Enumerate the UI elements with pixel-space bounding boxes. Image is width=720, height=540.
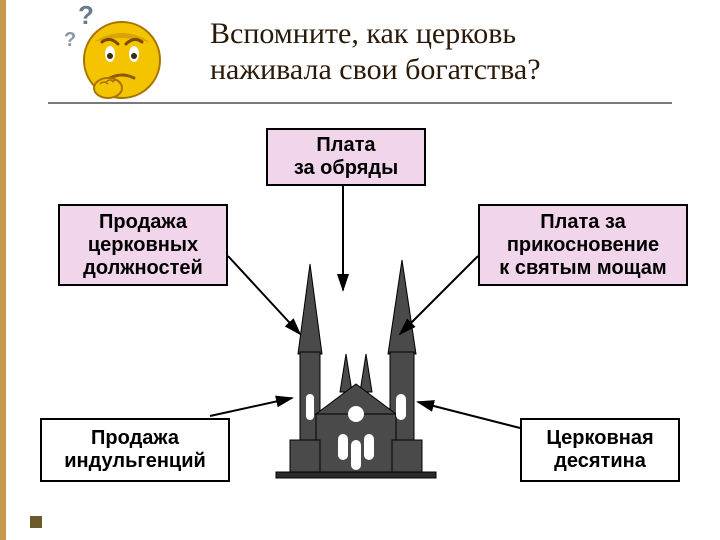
node-left-1: Продажацерковныхдолжностей bbox=[58, 204, 228, 286]
thinking-emoji-icon: ? ? bbox=[60, 2, 170, 112]
node-left-2: Продажаиндульгенций bbox=[40, 418, 230, 482]
decorative-left-bar bbox=[0, 0, 6, 540]
node-top: Платаза обряды bbox=[266, 128, 426, 186]
church-icon bbox=[256, 244, 456, 484]
svg-text:?: ? bbox=[78, 2, 94, 30]
decorative-bullet bbox=[30, 516, 42, 528]
node-right-2: Церковнаядесятина bbox=[520, 418, 680, 482]
svg-text:?: ? bbox=[64, 29, 76, 51]
title-line2: наживала свои богатства? bbox=[210, 53, 541, 86]
title-line1: Вспомните, как церковь bbox=[210, 17, 516, 50]
node-right-1: Плата заприкосновениек святым мощам bbox=[478, 204, 688, 286]
page-title: Вспомните, как церковь наживала свои бог… bbox=[210, 16, 541, 88]
